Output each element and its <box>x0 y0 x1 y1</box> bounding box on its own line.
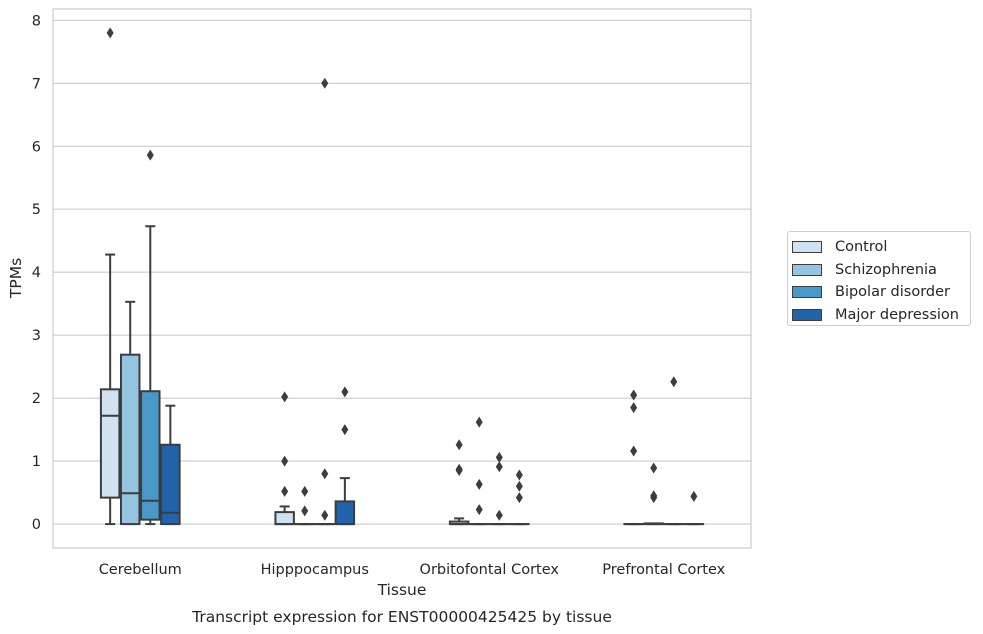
y-tick-label: 6 <box>32 139 41 155</box>
legend-item: Major depression <box>792 304 970 327</box>
outlier-point <box>106 27 114 39</box>
box-plot-major-depression <box>509 469 530 526</box>
outlier-point <box>670 376 678 388</box>
outlier-point <box>475 416 483 428</box>
outlier-point <box>281 485 289 497</box>
outlier-point <box>321 468 329 480</box>
outlier-point <box>281 455 289 467</box>
box-plot-control <box>448 439 470 526</box>
outlier-point <box>630 402 638 414</box>
box-plot-schizophrenia <box>468 416 490 526</box>
box-plot-schizophrenia <box>119 300 141 526</box>
outlier-point <box>341 386 349 398</box>
y-tick-label: 7 <box>32 76 41 92</box>
y-tick-label: 3 <box>32 328 41 344</box>
legend-swatch <box>792 241 822 254</box>
box-iqr <box>334 500 356 526</box>
box-plot-schizophrenia <box>294 485 315 526</box>
y-tick-label: 1 <box>32 454 41 470</box>
box-iqr <box>99 388 121 499</box>
legend-item: Bipolar disorder <box>792 281 970 304</box>
outlier-point <box>146 149 154 161</box>
y-tick-label: 4 <box>32 265 41 281</box>
outlier-point <box>475 478 483 490</box>
outlier-point <box>630 445 638 457</box>
y-tick-label: 0 <box>32 517 41 533</box>
box-iqr <box>119 353 141 526</box>
outlier-point <box>301 505 309 517</box>
outlier-point <box>301 485 309 497</box>
outlier-point <box>515 480 523 492</box>
plot-frame <box>52 8 752 549</box>
y-tick-label: 8 <box>32 13 41 29</box>
outlier-point <box>341 424 349 436</box>
legend: Control Schizophrenia Bipolar disorder Majo… <box>787 231 971 326</box>
box-plot-control <box>274 391 295 526</box>
outlier-point <box>281 391 289 403</box>
outlier-point <box>515 469 523 481</box>
box-plot-control <box>623 389 644 526</box>
x-tick-label: Hipppocampus <box>261 562 369 578</box>
outlier-point <box>321 509 329 521</box>
box-plot-bipolar-disorder <box>663 376 685 526</box>
legend-label: Bipolar disorder <box>835 284 950 301</box>
y-tick-label: 2 <box>32 391 41 407</box>
y-axis-ticks: 0 1 2 3 4 5 6 7 8 <box>32 13 41 533</box>
outlier-point <box>321 77 329 89</box>
legend-item: Schizophrenia <box>792 259 970 282</box>
box-plot-schizophrenia <box>643 462 664 526</box>
legend-label: Schizophrenia <box>835 261 937 278</box>
legend-label: Major depression <box>835 306 959 323</box>
y-axis-title: TPMs <box>7 258 25 299</box>
x-tick-label: Cerebellum <box>99 562 182 578</box>
legend-label: Control <box>835 239 888 256</box>
box-iqr <box>274 511 295 526</box>
chart-title: Transcript expression for ENST0000042542… <box>191 608 612 626</box>
y-tick-label: 5 <box>32 202 41 218</box>
outlier-point <box>515 492 523 504</box>
legend-swatch <box>792 263 822 276</box>
box-plot-bipolar-disorder <box>140 149 161 526</box>
x-axis-ticks: Cerebellum Hipppocampus Orbitofontal Corte… <box>99 562 726 578</box>
outlier-point <box>475 504 483 516</box>
box-plot-bipolar-disorder <box>489 451 510 526</box>
box-plot-major-depression <box>683 490 705 526</box>
box-plot-bipolar-disorder <box>314 77 336 526</box>
outlier-point <box>495 451 503 463</box>
outlier-point <box>650 490 658 502</box>
box-plot-major-depression <box>160 404 181 526</box>
legend-swatch <box>792 286 822 299</box>
x-axis-title: Tissue <box>377 581 427 599</box>
x-tick-label: Orbitofontal Cortex <box>420 562 560 578</box>
outlier-point <box>455 439 463 451</box>
legend-swatch <box>792 308 822 321</box>
box-plot-major-depression <box>334 386 356 526</box>
outlier-point <box>650 462 658 474</box>
outlier-point <box>690 490 698 502</box>
outlier-point <box>455 463 463 475</box>
box-iqr <box>140 390 161 521</box>
box-iqr <box>160 443 181 526</box>
legend-item: Control <box>792 236 970 259</box>
outlier-point <box>630 389 638 401</box>
box-plot-marks <box>99 27 705 526</box>
outlier-point <box>495 461 503 473</box>
x-tick-label: Prefrontal Cortex <box>602 562 725 578</box>
box-plot-control <box>99 27 121 526</box>
outlier-point <box>495 509 503 521</box>
